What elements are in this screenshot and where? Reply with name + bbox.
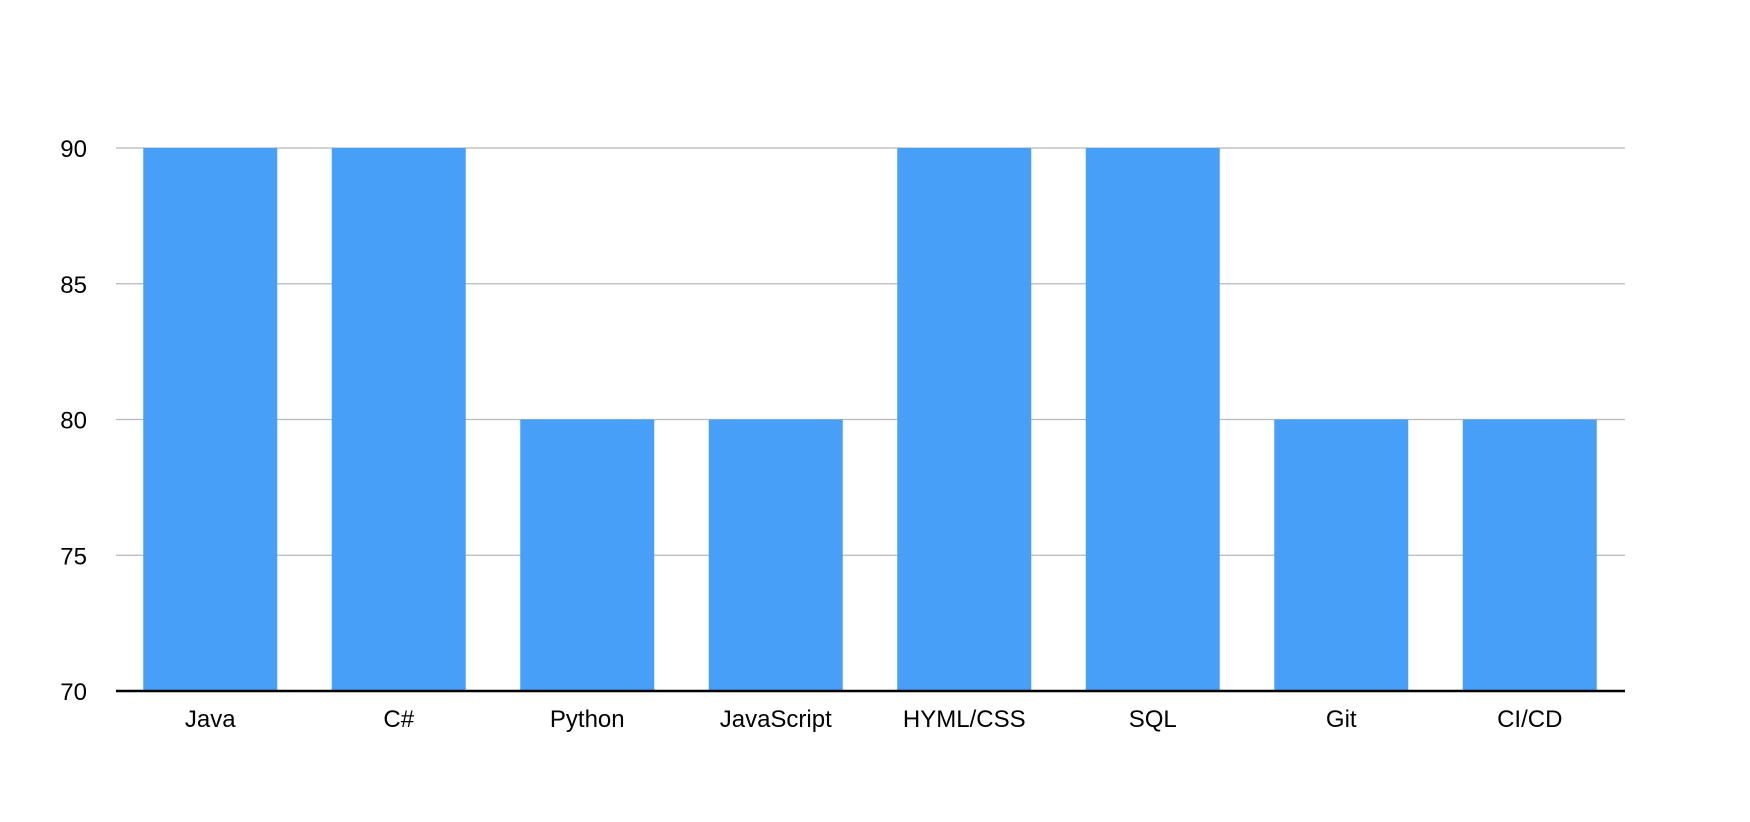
y-tick-label: 80 [60, 408, 87, 435]
x-category-label: Git [1326, 706, 1357, 733]
bars [143, 148, 1597, 691]
x-category-label: SQL [1129, 706, 1177, 733]
bar-sql [1085, 148, 1220, 691]
bar-c [331, 148, 466, 691]
y-axis-tick-labels: 70 75 80 85 90 [60, 136, 87, 706]
x-category-label: Java [185, 706, 236, 733]
y-tick-label: 70 [60, 679, 87, 706]
y-tick-label: 90 [60, 136, 87, 163]
x-category-label: C# [383, 706, 414, 733]
x-category-label: JavaScript [720, 706, 832, 733]
bar-hyml-css [897, 148, 1032, 691]
y-tick-label: 85 [60, 272, 87, 299]
y-tick-label: 75 [60, 543, 87, 570]
x-category-label: CI/CD [1497, 706, 1562, 733]
x-axis-category-labels: Java C# Python JavaScript HYML/CSS SQL Git CI/C… [185, 706, 1563, 733]
x-category-label: HYML/CSS [903, 706, 1026, 733]
x-category-label: Python [550, 706, 625, 733]
bar-javascript [708, 419, 843, 691]
bar-java [143, 148, 278, 691]
bar-git [1274, 419, 1409, 691]
bar-ci-cd [1462, 419, 1597, 691]
bar-python [520, 419, 655, 691]
